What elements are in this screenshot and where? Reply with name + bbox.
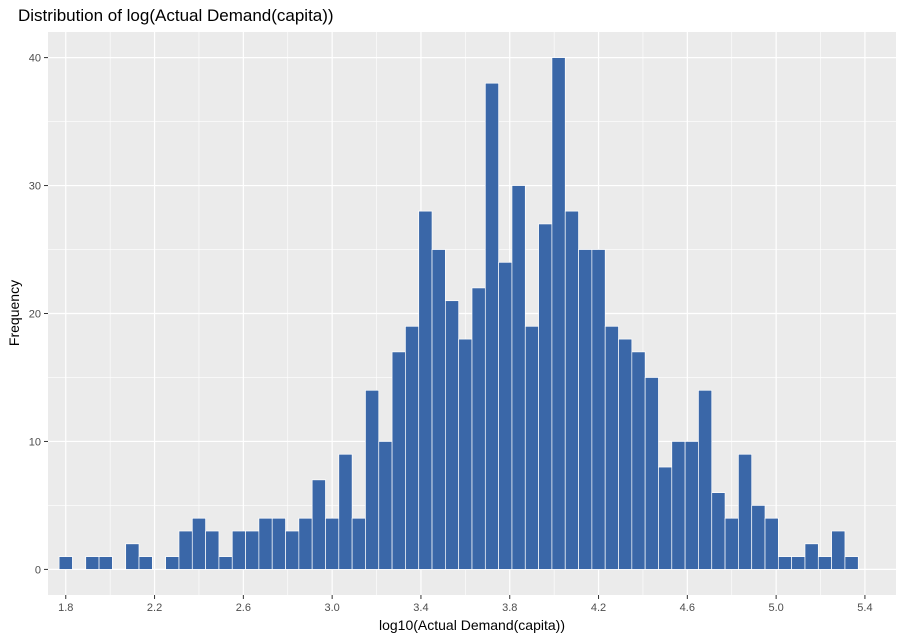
x-tick-label: 4.2 [591, 602, 606, 614]
histogram-bar [658, 466, 673, 570]
histogram-bar [471, 287, 486, 570]
histogram-bar [578, 249, 593, 570]
histogram-bar [831, 530, 846, 570]
histogram-bar [391, 351, 406, 570]
x-tick-label: 2.6 [236, 602, 251, 614]
x-tick-label: 3.0 [324, 602, 339, 614]
x-tick-label: 3.4 [413, 602, 428, 614]
histogram-bar [58, 556, 73, 570]
histogram-bar [844, 556, 859, 570]
histogram-bar [325, 517, 340, 570]
y-tick-label: 30 [29, 181, 41, 193]
x-tick-label: 5.0 [768, 602, 783, 614]
histogram-bar [804, 543, 819, 570]
histogram-bar [378, 441, 393, 570]
histogram-bar [205, 530, 220, 570]
histogram-bar [285, 530, 300, 570]
y-tick-label: 40 [29, 53, 41, 65]
x-axis-ticks: 1.8 2.2 2.6 3.0 3.4 3.8 4.2 4.6 5.0 5.4 [58, 595, 873, 614]
histogram-bar [644, 377, 659, 570]
histogram-bar [311, 479, 326, 570]
histogram-bar [138, 556, 153, 570]
histogram-bar [351, 517, 366, 570]
histogram-bar [405, 325, 420, 570]
histogram-bar [564, 210, 579, 570]
histogram-bar [298, 517, 313, 570]
x-axis-title: log10(Actual Demand(capita)) [379, 617, 565, 633]
histogram-bar [777, 556, 793, 570]
x-tick-label: 1.8 [58, 602, 73, 614]
histogram-bar [191, 517, 206, 570]
histogram-bar [711, 492, 726, 570]
x-tick-label: 5.4 [857, 602, 872, 614]
y-axis-ticks: 0 10 20 30 40 [29, 53, 48, 576]
x-tick-label: 2.2 [147, 602, 162, 614]
histogram-bar [498, 261, 513, 570]
histogram-bar [631, 351, 646, 570]
histogram-bar [551, 57, 566, 570]
y-tick-label: 10 [29, 436, 41, 448]
histogram-bar [125, 543, 140, 570]
y-axis-title: Frequency [6, 280, 22, 346]
histogram-bar [365, 389, 380, 570]
histogram-bar [178, 530, 193, 570]
histogram-bar [98, 556, 113, 570]
histogram-bars [58, 57, 859, 570]
histogram-bar [524, 325, 539, 570]
histogram-bar [591, 249, 606, 570]
histogram-bar [165, 556, 180, 570]
x-tick-label: 4.6 [680, 602, 695, 614]
histogram-bar [738, 453, 753, 570]
histogram-bar [418, 210, 433, 570]
histogram-bar [245, 530, 260, 570]
histogram-bar [431, 249, 446, 570]
histogram-bar [817, 556, 832, 570]
histogram-bar [218, 556, 233, 570]
histogram-bar [604, 325, 619, 570]
histogram-bar [671, 441, 686, 570]
histogram-bar [724, 517, 739, 570]
y-tick-label: 20 [29, 309, 41, 321]
histogram-bar [85, 556, 100, 570]
histogram-bar [458, 338, 473, 570]
histogram-bar [231, 530, 246, 570]
histogram-bar [271, 517, 286, 570]
histogram-bar [751, 505, 766, 570]
histogram-bar [511, 185, 526, 570]
y-tick-label: 0 [35, 564, 41, 576]
histogram-bar [618, 338, 633, 570]
histogram-bar [791, 556, 806, 570]
histogram-bar [698, 389, 713, 570]
histogram-bar [338, 453, 353, 570]
histogram-bar [484, 82, 499, 570]
histogram-bar [445, 300, 460, 570]
histogram-bar [538, 223, 553, 570]
x-tick-label: 3.8 [502, 602, 517, 614]
histogram-bar [684, 441, 699, 570]
histogram-bar [764, 517, 779, 570]
chart-title: Distribution of log(Actual Demand(capita… [18, 6, 334, 25]
histogram-bar [258, 517, 273, 570]
